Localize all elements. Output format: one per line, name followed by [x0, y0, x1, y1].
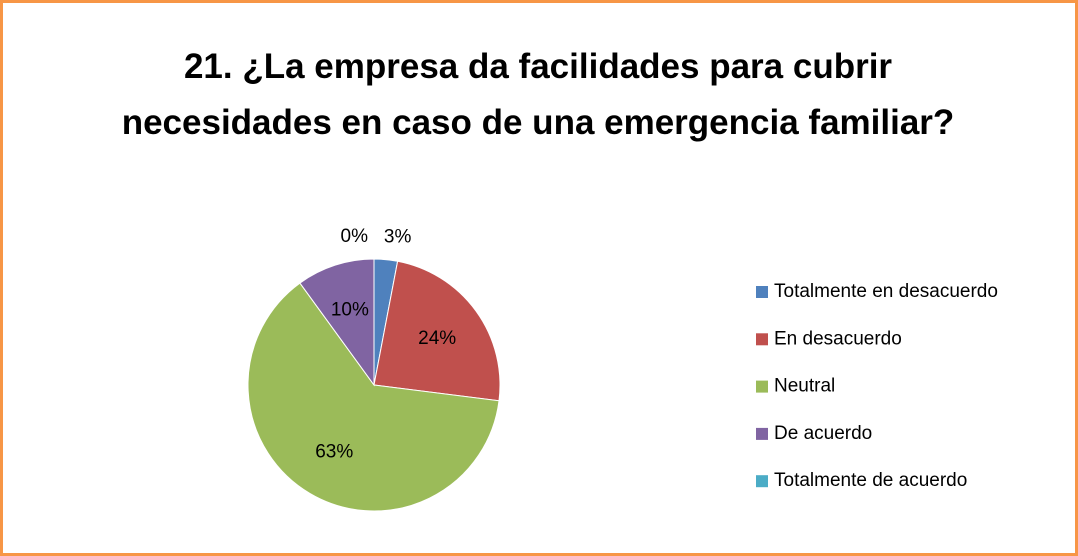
data-label: 63%	[315, 441, 353, 462]
chart-title: 21. ¿La empresa da facilidades para cubr…	[121, 47, 955, 142]
legend-swatch	[756, 380, 768, 393]
pie-slice	[299, 258, 375, 387]
legend-label: Totalmente en desacuerdo	[774, 281, 998, 302]
legend-swatch	[756, 333, 768, 346]
legend-label: Neutral	[774, 376, 835, 397]
data-label: 24%	[418, 328, 456, 349]
legend-swatch	[756, 475, 768, 488]
legend-label: De acuerdo	[774, 423, 872, 444]
legend-swatch	[756, 286, 768, 298]
data-label: 3%	[384, 227, 412, 248]
data-label: 10%	[331, 300, 369, 321]
pie-slice	[373, 260, 501, 402]
chart: 3% 24% 63% 10% 0% Totalmente en desacuerdo En …	[247, 226, 998, 512]
legend-label: Totalmente de acuerdo	[774, 470, 967, 491]
legend-swatch	[756, 427, 768, 440]
data-label: 0%	[341, 226, 369, 247]
pie-slice	[247, 282, 500, 512]
legend-label: En desacuerdo	[774, 328, 902, 349]
